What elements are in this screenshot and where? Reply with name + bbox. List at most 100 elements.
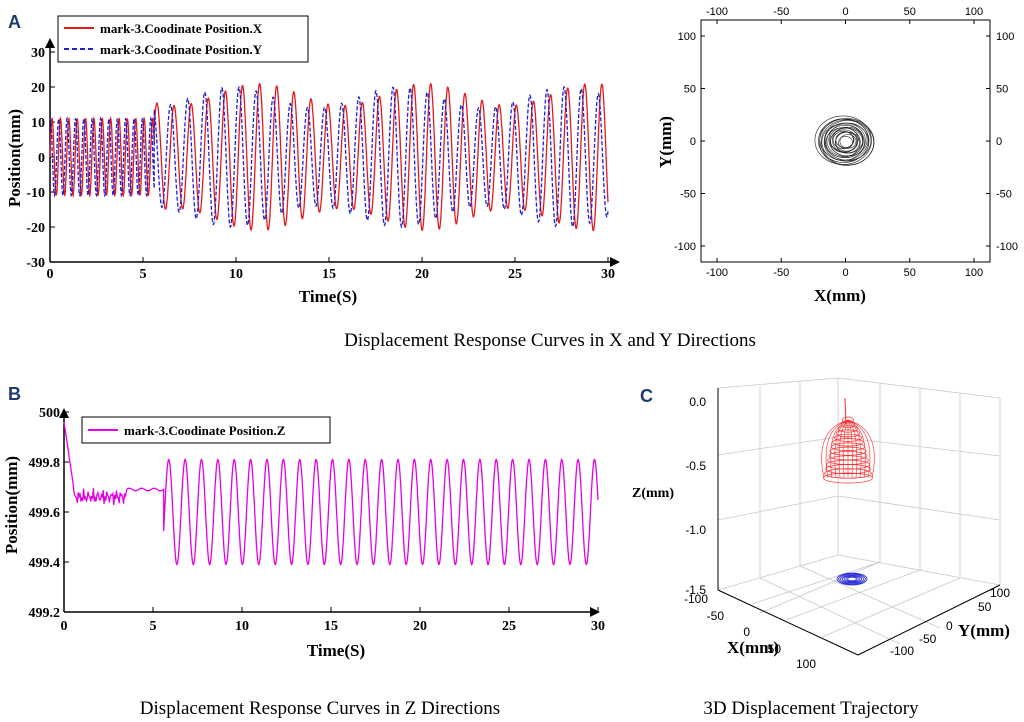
upper-trajectory-line [847, 419, 866, 479]
ticks-b: 0 5 10 15 20 25 30 499.2 499.4 499.6 499.8 500 [29, 406, 606, 634]
grid-line-3d [717, 436, 839, 456]
y-tick-label-a: 20 [31, 81, 45, 96]
y-tick-label-a: -30 [26, 256, 45, 271]
y-tick-label-traj-right: -50 [996, 189, 1012, 201]
x-tick-label-b: 0 [61, 619, 68, 634]
z-tick-label-3d: -1.0 [685, 523, 706, 537]
projection-ring [845, 576, 859, 582]
trajectory-loop [839, 134, 857, 149]
y-tick-label-a: 30 [31, 46, 45, 61]
y-label-a: Position(mm) [5, 109, 24, 207]
trajectory-loop [814, 115, 872, 165]
grid-line-3d [837, 436, 1001, 457]
y-tick-label-3d: -50 [919, 632, 937, 646]
legend-b [81, 416, 331, 444]
y-tick-label-traj: -50 [680, 189, 696, 201]
x-tick-label-traj-top: 0 [842, 6, 848, 18]
grid-line-3d [759, 577, 901, 645]
x-tick-label-traj-top: -100 [706, 6, 728, 18]
y-tick-label-a: -20 [26, 221, 45, 236]
series-a [49, 83, 609, 231]
chart-3d-trajectory: 0.0-0.5-1.0-1.5-100-50050100100500-50-10… [632, 377, 1010, 671]
x-tick-label-traj: 100 [965, 267, 983, 279]
x-tick-label-traj-top: 100 [965, 6, 983, 18]
y-tick-label-b: 499.4 [29, 556, 61, 571]
chart-xy-time: 0 5 10 15 20 25 30 -30 -20 -10 0 10 20 30 Time(S) Pos… [5, 15, 620, 306]
chart-xy-trajectory: -100 -100 -50 -50 0 0 50 50 100 100 -100 -100 -50 -50… [656, 6, 1018, 305]
x-tick-label-traj: 0 [842, 267, 848, 279]
panel-label-a: A [8, 12, 21, 32]
y-axis-arrow-b [59, 408, 69, 418]
z-tick-label-3d: 0.0 [689, 395, 706, 409]
trajectory-loop [826, 124, 864, 157]
y-tick-label-traj-right: 100 [996, 31, 1014, 43]
x-label-3d: X(mm) [727, 638, 779, 657]
x-tick-label-b: 10 [235, 619, 249, 634]
legend-a [57, 15, 309, 63]
upper-trajectory-line [847, 419, 862, 479]
grid-line-3d [785, 569, 921, 621]
x-axis-arrow-a [610, 257, 620, 267]
x-tick-label-a: 30 [601, 267, 615, 282]
projection-ring [838, 573, 866, 585]
series-b [63, 421, 599, 566]
x-label-a: Time(S) [299, 287, 357, 306]
y-tick-label-traj: 100 [678, 31, 696, 43]
caption-z: Displacement Response Curves in Z Direct… [140, 698, 500, 719]
x-label-b: Time(S) [307, 641, 365, 660]
y-label-traj: Y(mm) [656, 116, 675, 168]
grid-line-3d [717, 495, 839, 521]
upper-trajectory-spike [844, 397, 847, 426]
z-label-3d: Z(mm) [632, 486, 674, 501]
x-tick-label-b: 15 [324, 619, 338, 634]
trajectory-loop [818, 118, 870, 163]
projection-ring [840, 574, 864, 585]
x-tick-label-traj: -50 [773, 267, 789, 279]
projection-ring [847, 576, 857, 582]
upper-trajectory-line [847, 419, 871, 479]
x-label-traj: X(mm) [814, 286, 866, 305]
upper-trajectory-line [847, 419, 858, 479]
x-axis-arrow-b [590, 607, 600, 617]
grid-line-3d [717, 377, 839, 389]
upper-trajectory-line [843, 419, 849, 479]
y-tick-label-b: 499.2 [29, 606, 61, 621]
projection-ring [843, 575, 861, 583]
grid-line-3d [821, 577, 961, 638]
x-tick-label-traj-top: 50 [904, 6, 916, 18]
x-tick-label-a: 25 [508, 267, 522, 282]
x-tick-label-3d: 0 [743, 625, 750, 639]
y-tick-label-traj: 0 [690, 136, 696, 148]
y-label-3d: Y(mm) [958, 621, 1010, 640]
ticks-3d: 0.0-0.5-1.0-1.5-100-50050100100500-50-10… [684, 395, 1010, 671]
caption-traj: 3D Displacement Trajectory [703, 698, 919, 719]
z-tick-label-3d: -0.5 [685, 459, 706, 473]
grid-line-3d [717, 554, 839, 591]
y-tick-label-traj-right: 50 [996, 84, 1008, 96]
x-tick-label-b: 20 [413, 619, 427, 634]
x-tick-label-b: 25 [502, 619, 516, 634]
x-tick-label-3d: -50 [707, 609, 725, 623]
projection-ring [836, 572, 868, 586]
trajectory-loop [832, 130, 854, 149]
y-tick-label-a: 10 [31, 116, 45, 131]
series-line-z [63, 421, 599, 566]
upper-trajectory-line [825, 419, 849, 479]
grid-line-3d [799, 565, 941, 629]
upper-trajectory-line [847, 419, 853, 479]
y-tick-label-traj-right: 0 [996, 136, 1002, 148]
x-tick-label-b: 30 [591, 619, 605, 634]
x-tick-label-a: 5 [140, 267, 147, 282]
trajectory-loop [820, 119, 875, 166]
x-axis-3d [717, 589, 859, 656]
x-tick-label-3d: 100 [796, 657, 816, 671]
x-tick-label-traj-top: -50 [773, 6, 789, 18]
x-tick-label-traj: 50 [904, 267, 916, 279]
panel-label-c: C [640, 386, 653, 406]
x-tick-label-3d: 50 [768, 642, 782, 656]
trajectory-loop [825, 127, 861, 158]
y-tick-label-b: 499.8 [29, 456, 61, 471]
upper-trajectory-line [847, 419, 875, 479]
data-3d [821, 397, 875, 586]
y-tick-label-traj: 50 [684, 84, 696, 96]
